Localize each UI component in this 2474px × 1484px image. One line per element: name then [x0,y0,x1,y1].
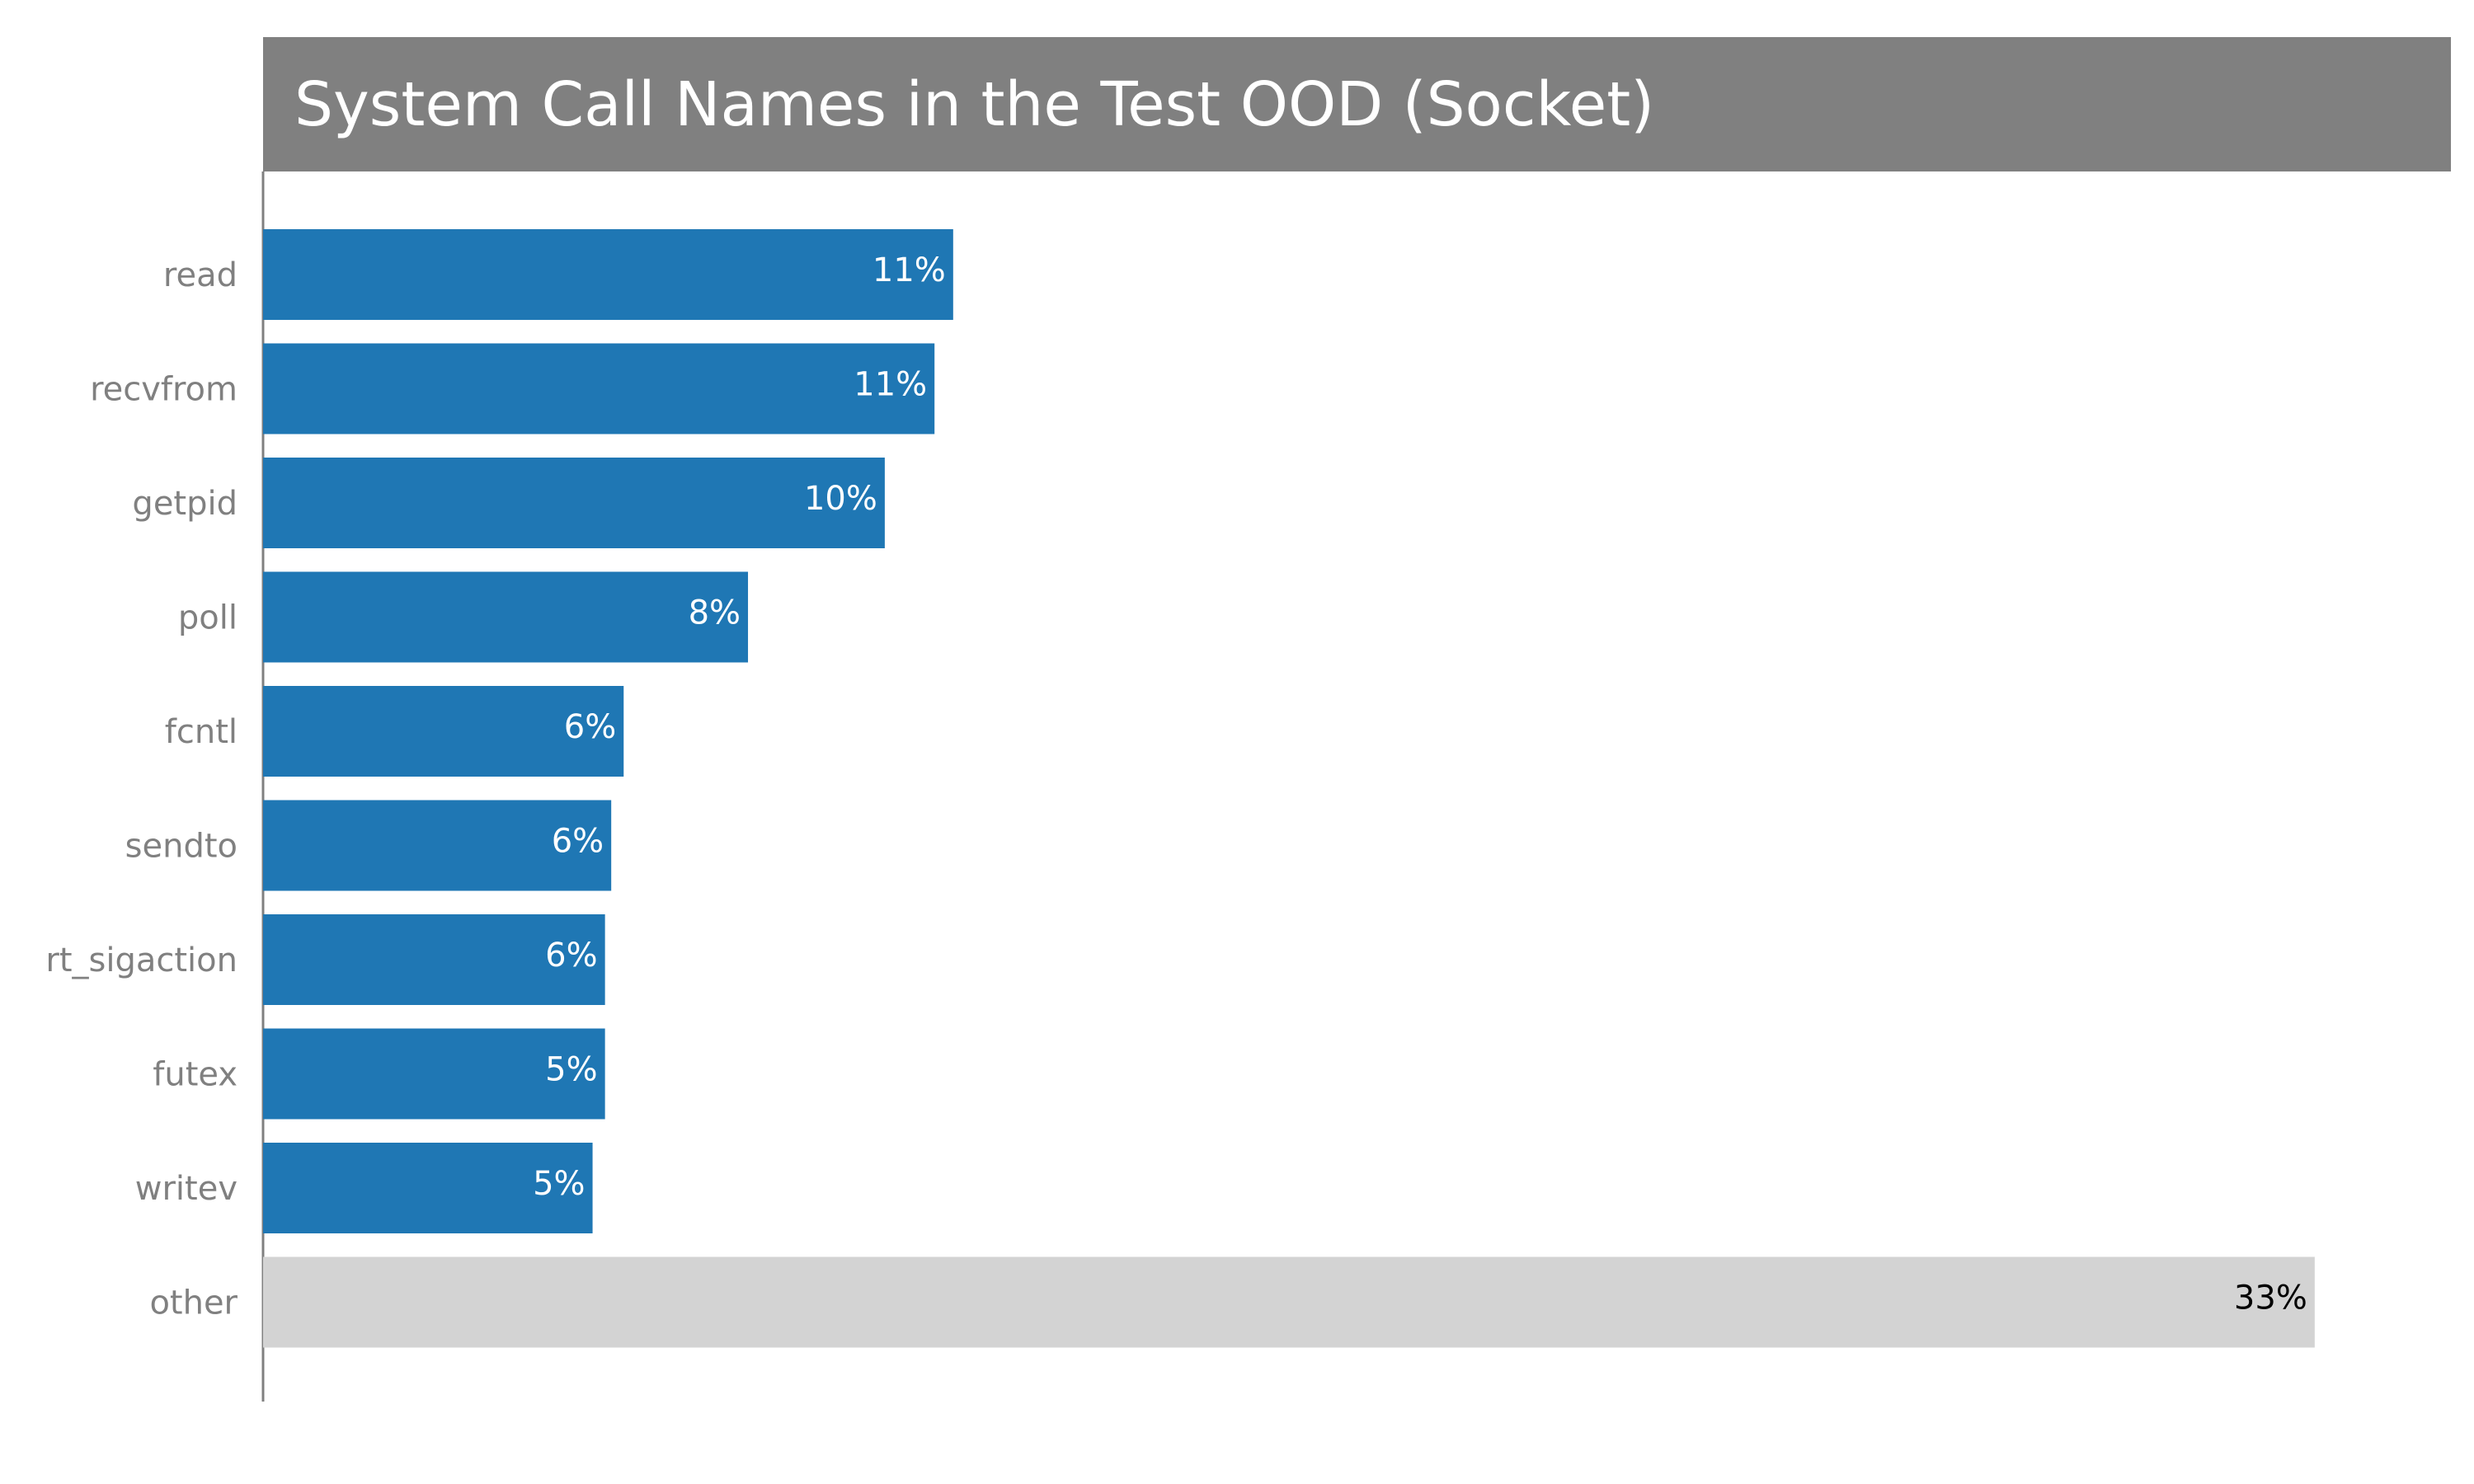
category-label: rt_sigaction [45,942,238,979]
bar-sendto [263,800,612,891]
bar-value-label: 5% [533,1165,585,1203]
bar-value-label: 6% [564,708,616,746]
bar-value-label: 11% [872,251,946,289]
bar-value-label: 33% [2234,1280,2307,1317]
bar-writev [263,1143,593,1233]
bar-other [263,1256,2315,1348]
bar-poll [263,571,749,663]
category-label: writev [135,1170,238,1208]
chart-title: System Call Names in the Test OOD (Socke… [294,68,1655,140]
category-label: sendto [125,828,238,866]
bar-value-label: 5% [545,1051,597,1089]
category-label: poll [178,599,238,637]
category-label: recvfrom [90,371,238,409]
category-label: getpid [132,485,238,523]
category-label: futex [153,1056,238,1094]
bar-rt-sigaction [263,914,605,1005]
category-label: fcntl [165,713,238,751]
chart-title-banner: System Call Names in the Test OOD (Socke… [263,37,2451,171]
category-label: other [149,1284,238,1322]
bar-fcntl [263,686,624,777]
category-label: read [163,256,238,294]
bar-value-label: 10% [804,480,877,518]
bar-value-label: 6% [552,823,604,861]
bar-value-label: 8% [689,594,741,632]
bar-futex [263,1028,605,1120]
bar-getpid [263,458,885,548]
bar-value-label: 11% [854,366,927,404]
bar-read [263,229,953,320]
bar-value-label: 6% [545,937,597,974]
bar-recvfrom [263,343,935,434]
